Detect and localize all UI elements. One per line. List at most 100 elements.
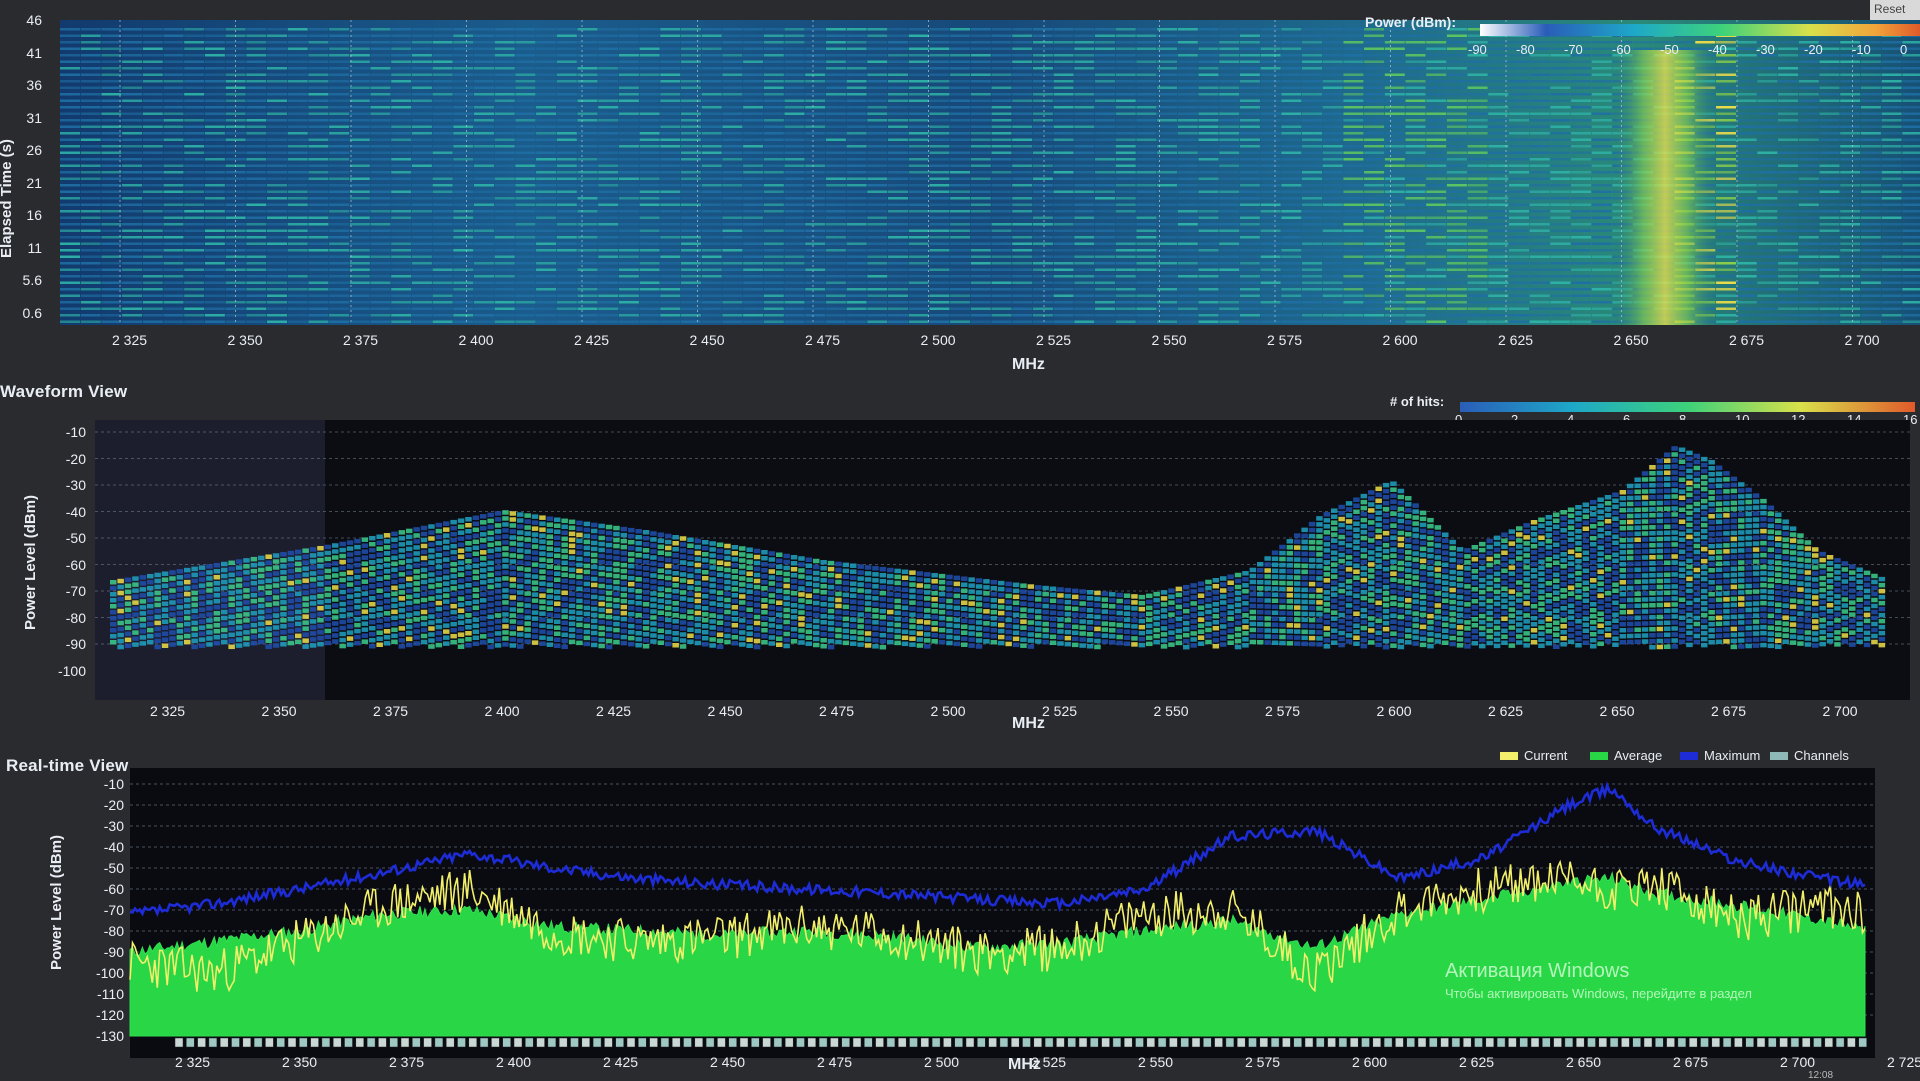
waveform-x-tick: 2 700 bbox=[1823, 703, 1858, 719]
realtime-x-tick: 2 675 bbox=[1673, 1054, 1708, 1070]
channel-marker bbox=[1520, 1038, 1528, 1047]
realtime-y-tick: -50 bbox=[84, 860, 124, 876]
channel-marker bbox=[559, 1038, 567, 1047]
power-tick: -80 bbox=[1516, 42, 1535, 57]
spectrogram-y-tick: 0.6 bbox=[2, 305, 42, 321]
realtime-x-title: MHz bbox=[1008, 1056, 1041, 1074]
waveform-x-tick: 2 575 bbox=[1265, 703, 1300, 719]
channel-marker bbox=[1734, 1038, 1742, 1047]
channel-marker bbox=[1610, 1038, 1618, 1047]
channel-marker bbox=[1463, 1038, 1471, 1047]
power-tick: -10 bbox=[1852, 42, 1871, 57]
channel-marker bbox=[751, 1038, 759, 1047]
channel-marker bbox=[684, 1038, 692, 1047]
channel-marker bbox=[1011, 1038, 1019, 1047]
channel-marker bbox=[367, 1038, 375, 1047]
channel-marker bbox=[1068, 1038, 1076, 1047]
channel-marker bbox=[842, 1038, 850, 1047]
realtime-y-tick: -60 bbox=[84, 881, 124, 897]
power-tick: -60 bbox=[1612, 42, 1631, 57]
realtime-plot[interactable] bbox=[0, 768, 1920, 1068]
waveform-y-tick: -20 bbox=[46, 451, 86, 467]
channel-marker bbox=[966, 1038, 974, 1047]
realtime-x-tick: 2 550 bbox=[1138, 1054, 1173, 1070]
channel-marker bbox=[1181, 1038, 1189, 1047]
channel-marker bbox=[1294, 1038, 1302, 1047]
channel-marker bbox=[1452, 1038, 1460, 1047]
spectrogram-y-tick: 36 bbox=[2, 77, 42, 93]
legend-channels[interactable]: Channels bbox=[1770, 748, 1849, 763]
channel-marker bbox=[932, 1038, 940, 1047]
spectrogram-x-tick: 2 650 bbox=[1614, 332, 1649, 348]
channel-marker bbox=[311, 1038, 319, 1047]
channel-marker bbox=[1237, 1038, 1245, 1047]
legend-average[interactable]: Average bbox=[1590, 748, 1662, 763]
legend-current[interactable]: Current bbox=[1500, 748, 1567, 763]
channel-marker bbox=[1825, 1038, 1833, 1047]
channel-marker bbox=[1034, 1038, 1042, 1047]
channel-marker bbox=[1836, 1038, 1844, 1047]
channel-marker bbox=[469, 1038, 477, 1047]
channel-marker bbox=[1395, 1038, 1403, 1047]
channel-marker bbox=[333, 1038, 341, 1047]
waveform-y-tick: -100 bbox=[46, 663, 86, 679]
waveform-y-tick: -10 bbox=[46, 424, 86, 440]
channel-marker bbox=[277, 1038, 285, 1047]
spectrogram-x-tick: 2 425 bbox=[574, 332, 609, 348]
spectrogram-x-tick: 2 625 bbox=[1498, 332, 1533, 348]
waveform-x-tick: 2 425 bbox=[596, 703, 631, 719]
spectrogram-x-tick: 2 500 bbox=[921, 332, 956, 348]
channel-marker bbox=[1780, 1038, 1788, 1047]
waveform-x-tick: 2 475 bbox=[819, 703, 854, 719]
channel-marker bbox=[1475, 1038, 1483, 1047]
channel-marker bbox=[1791, 1038, 1799, 1047]
channel-marker bbox=[288, 1038, 296, 1047]
waveform-plot[interactable] bbox=[0, 420, 1920, 750]
channel-marker bbox=[1588, 1038, 1596, 1047]
channel-marker bbox=[198, 1038, 206, 1047]
channel-marker bbox=[299, 1038, 307, 1047]
realtime-y-tick: -10 bbox=[84, 776, 124, 792]
waveform-x-tick: 2 400 bbox=[485, 703, 520, 719]
spectrogram-y-tick: 41 bbox=[2, 45, 42, 61]
channel-marker bbox=[1633, 1038, 1641, 1047]
realtime-x-tick: 2 325 bbox=[175, 1054, 210, 1070]
waveform-x-tick: 2 325 bbox=[150, 703, 185, 719]
channel-marker bbox=[1316, 1038, 1324, 1047]
channel-marker bbox=[1429, 1038, 1437, 1047]
realtime-x-tick: 2 575 bbox=[1245, 1054, 1280, 1070]
channel-marker bbox=[186, 1038, 194, 1047]
realtime-y-tick: -120 bbox=[84, 1007, 124, 1023]
legend-swatch bbox=[1770, 752, 1788, 760]
channel-marker bbox=[853, 1038, 861, 1047]
realtime-y-title: Power Level (dBm) bbox=[48, 835, 65, 970]
channel-marker bbox=[571, 1038, 579, 1047]
channel-marker bbox=[1678, 1038, 1686, 1047]
channel-marker bbox=[1418, 1038, 1426, 1047]
spectrogram-x-tick: 2 475 bbox=[805, 332, 840, 348]
channel-marker bbox=[412, 1038, 420, 1047]
channel-marker bbox=[1136, 1038, 1144, 1047]
channel-marker bbox=[1847, 1038, 1855, 1047]
channel-marker bbox=[910, 1038, 918, 1047]
waveform-y-tick: -60 bbox=[46, 557, 86, 573]
legend-maximum[interactable]: Maximum bbox=[1680, 748, 1760, 763]
channel-marker bbox=[514, 1038, 522, 1047]
channel-marker bbox=[1203, 1038, 1211, 1047]
channel-marker bbox=[672, 1038, 680, 1047]
channel-marker bbox=[1000, 1038, 1008, 1047]
channel-marker bbox=[1350, 1038, 1358, 1047]
channel-marker bbox=[1305, 1038, 1313, 1047]
realtime-x-tick: 2 725 bbox=[1887, 1054, 1920, 1070]
spectrogram-y-tick: 46 bbox=[2, 12, 42, 28]
realtime-x-tick: 2 375 bbox=[389, 1054, 424, 1070]
channel-marker bbox=[1158, 1038, 1166, 1047]
channel-marker bbox=[1486, 1038, 1494, 1047]
channel-marker bbox=[921, 1038, 929, 1047]
channel-marker bbox=[378, 1038, 386, 1047]
legend-label: Average bbox=[1614, 748, 1662, 763]
spectrogram-x-tick: 2 600 bbox=[1383, 332, 1418, 348]
channel-marker bbox=[695, 1038, 703, 1047]
power-tick: -20 bbox=[1804, 42, 1823, 57]
